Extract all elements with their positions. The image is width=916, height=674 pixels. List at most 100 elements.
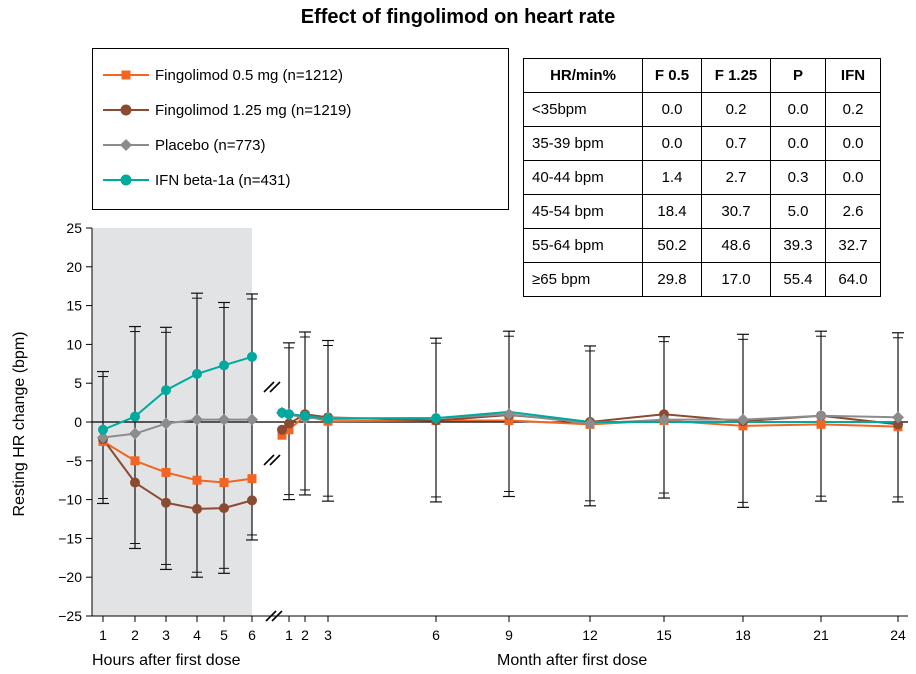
table-cell: 0.0 bbox=[642, 126, 702, 161]
y-tick-label: −20 bbox=[58, 569, 82, 585]
table-cell: 17.0 bbox=[701, 262, 771, 297]
series-2-point bbox=[161, 497, 171, 508]
table-row-label: 55-64 bpm bbox=[523, 228, 643, 263]
x-tick-label-month: 3 bbox=[324, 627, 332, 643]
legend: Fingolimod 0.5 mg (n=1212) Fingolimod 1.2… bbox=[92, 48, 509, 210]
x-tick-label-hour: 1 bbox=[99, 627, 107, 643]
series-3-point bbox=[218, 413, 230, 426]
series-4-point bbox=[219, 360, 229, 371]
y-tick-label: 25 bbox=[66, 220, 82, 236]
y-tick-label: −15 bbox=[58, 530, 82, 546]
x-tick-label-hour: 4 bbox=[193, 627, 201, 643]
series-3-point bbox=[191, 413, 203, 426]
table-row: 45-54 bpm 18.4 30.7 5.0 2.6 bbox=[523, 194, 881, 229]
table-row-label: 40-44 bpm bbox=[523, 160, 643, 195]
y-tick-label: 15 bbox=[66, 298, 82, 314]
legend-item: Fingolimod 0.5 mg (n=1212) bbox=[103, 63, 343, 87]
legend-swatch bbox=[103, 70, 149, 80]
series-3-point bbox=[246, 413, 258, 426]
x-tick-label-month: 6 bbox=[432, 627, 440, 643]
table-cell: 0.0 bbox=[825, 160, 881, 195]
table-cell: 2.6 bbox=[825, 194, 881, 229]
series-1-point bbox=[219, 478, 229, 488]
table-cell: 48.6 bbox=[701, 228, 771, 263]
x-tick-label-month: 9 bbox=[505, 627, 513, 643]
axis-break-mark bbox=[271, 610, 283, 622]
table-header-row: HR/min% F 0.5 F 1.25 P IFN bbox=[523, 58, 881, 93]
series-1-point bbox=[284, 425, 294, 435]
table-row-label: ≥65 bpm bbox=[523, 262, 643, 297]
table-row: 35-39 bpm 0.0 0.7 0.0 0.0 bbox=[523, 126, 881, 161]
series-3-point bbox=[815, 409, 827, 422]
table-header-cell: IFN bbox=[825, 58, 881, 93]
series-2-point bbox=[130, 477, 140, 488]
table-cell: 39.3 bbox=[770, 228, 826, 263]
table-cell: 1.4 bbox=[642, 160, 702, 195]
y-tick-label: 0 bbox=[74, 414, 82, 430]
table-row-label: <35bpm bbox=[523, 92, 643, 127]
x-tick-label-month: 12 bbox=[582, 627, 598, 643]
x-tick-label-month: 15 bbox=[656, 627, 672, 643]
series-3-point bbox=[892, 411, 904, 424]
table-cell: 64.0 bbox=[825, 262, 881, 297]
chart-title: Effect of fingolimod on heart rate bbox=[300, 6, 616, 28]
table-cell: 0.0 bbox=[770, 92, 826, 127]
x-tick-label-month: 2 bbox=[301, 627, 309, 643]
legend-label: IFN beta-1a (n=431) bbox=[155, 171, 291, 189]
legend-label: Placebo (n=773) bbox=[155, 136, 266, 154]
series-2-point bbox=[284, 418, 294, 429]
table-header-cell: P bbox=[770, 58, 826, 93]
series-1-point bbox=[504, 415, 514, 425]
table-header-cell: F 1.25 bbox=[701, 58, 771, 93]
table-cell: 32.7 bbox=[825, 228, 881, 263]
axis-break-mark bbox=[265, 610, 277, 622]
table-header-cell: F 0.5 bbox=[642, 58, 702, 93]
series-4-point bbox=[192, 368, 202, 379]
series-3-point bbox=[658, 413, 670, 426]
series-4-point bbox=[161, 385, 171, 396]
legend-label: Fingolimod 1.25 mg (n=1219) bbox=[155, 101, 352, 119]
x-tick-label-hour: 2 bbox=[131, 627, 139, 643]
legend-item: Placebo (n=773) bbox=[103, 133, 266, 157]
x-axis-label-hours: Hours after first dose bbox=[92, 652, 241, 669]
series-2-point bbox=[192, 503, 202, 514]
y-tick-label: −5 bbox=[66, 453, 82, 469]
series-1-point bbox=[161, 467, 171, 477]
y-tick-label: −25 bbox=[58, 608, 82, 624]
axis-break-mark bbox=[269, 454, 281, 466]
hr-distribution-table: HR/min% F 0.5 F 1.25 P IFN <35bpm 0.0 0.2 0.0 0.… bbox=[523, 58, 881, 297]
x-tick-label-hour: 6 bbox=[248, 627, 256, 643]
y-tick-label: 20 bbox=[66, 259, 82, 275]
x-tick-label-month: 21 bbox=[813, 627, 829, 643]
series-3-point bbox=[129, 427, 141, 440]
table-cell: 0.0 bbox=[770, 126, 826, 161]
legend-item: IFN beta-1a (n=431) bbox=[103, 168, 291, 192]
x-tick-label-hour: 5 bbox=[220, 627, 228, 643]
legend-swatch bbox=[103, 139, 149, 151]
series-2-point bbox=[277, 424, 287, 435]
legend-swatch bbox=[103, 104, 149, 116]
y-tick-label: 10 bbox=[66, 336, 82, 352]
series-1-point bbox=[816, 419, 826, 429]
series-1-point bbox=[247, 474, 257, 484]
series-4-point bbox=[323, 413, 333, 424]
table-cell: 0.2 bbox=[825, 92, 881, 127]
table-row: ≥65 bpm 29.8 17.0 55.4 64.0 bbox=[523, 262, 881, 297]
table-cell: 0.0 bbox=[642, 92, 702, 127]
series-4-point bbox=[300, 410, 310, 421]
table-row: <35bpm 0.0 0.2 0.0 0.2 bbox=[523, 92, 881, 127]
y-tick-label: 5 bbox=[74, 375, 82, 391]
axis-break-mark bbox=[263, 454, 275, 466]
series-2-point bbox=[893, 419, 903, 430]
table-cell: 29.8 bbox=[642, 262, 702, 297]
series-4-point bbox=[284, 409, 294, 420]
axis-break-mark bbox=[263, 381, 275, 393]
series-1-point bbox=[277, 430, 287, 440]
x-tick-label-hour: 3 bbox=[162, 627, 170, 643]
series-2-point bbox=[219, 503, 229, 514]
series-3-point bbox=[97, 431, 109, 444]
legend-item: Fingolimod 1.25 mg (n=1219) bbox=[103, 98, 351, 122]
x-tick-label-month: 24 bbox=[890, 627, 906, 643]
table-row-label: 45-54 bpm bbox=[523, 194, 643, 229]
